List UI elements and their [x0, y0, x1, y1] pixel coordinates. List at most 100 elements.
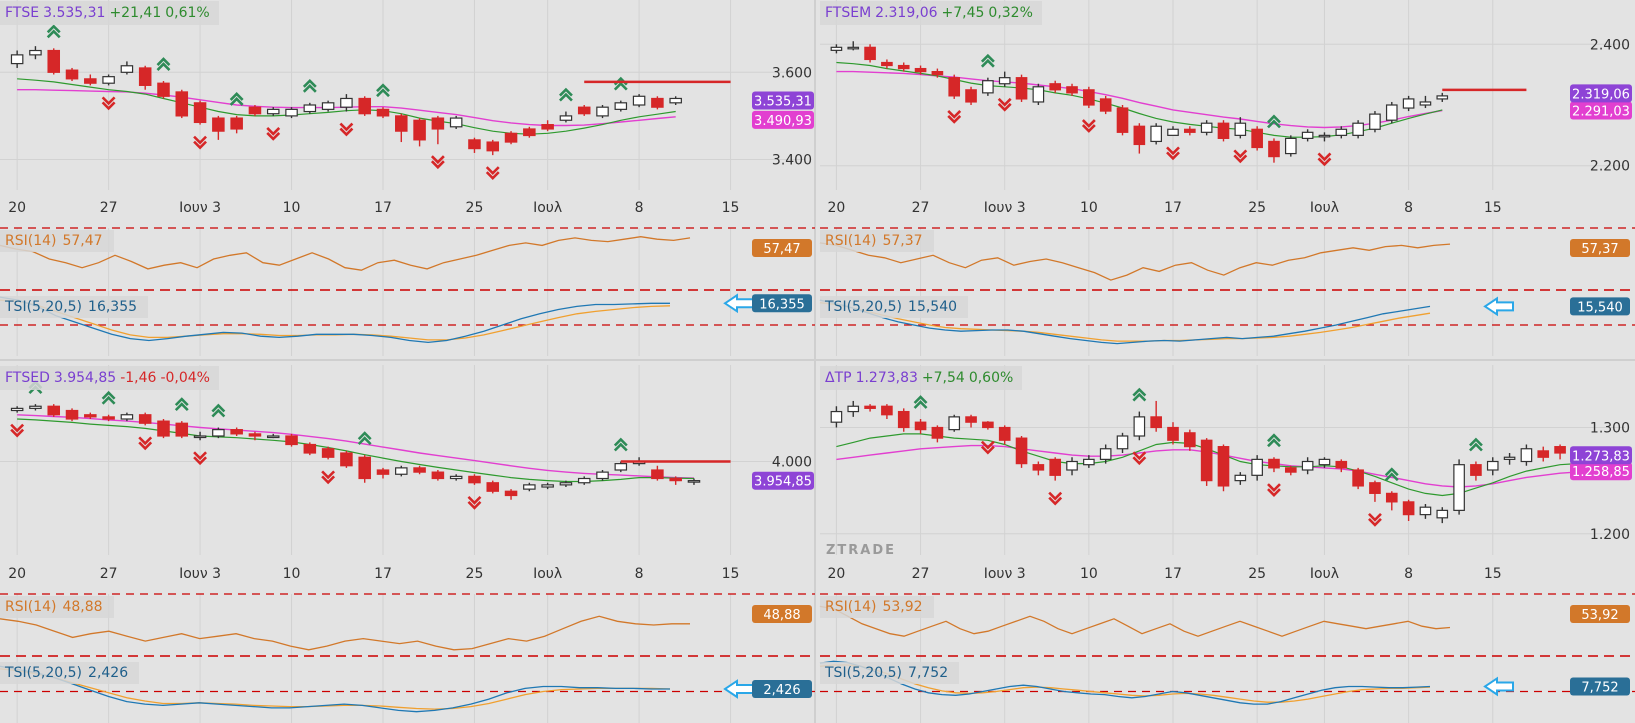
- panel-ftsem: 20 27 Ιουν 3 10 17 25 Ιουλ 8 15 2.400 2.200 2.291,0…: [819, 0, 1635, 356]
- buy-signal-marker: [1267, 433, 1281, 448]
- candle-body: [1066, 460, 1078, 471]
- candle-body: [577, 106, 591, 115]
- candle-body: [449, 117, 463, 128]
- candle-body: [84, 78, 97, 84]
- x-tick-label: Ιουν 3: [984, 200, 1026, 216]
- candle-body: [651, 469, 664, 480]
- tsi-label-dtr[interactable]: TSI(5,20,5) 7,752: [820, 662, 960, 684]
- candle-body: [431, 471, 445, 480]
- candle-body: [1184, 432, 1196, 448]
- x-tick-label: 25: [466, 566, 484, 582]
- x-tick-label: 27: [912, 566, 930, 582]
- instrument-header-ftsem[interactable]: FTSEM 2.319,06 +7,45 0,32%: [820, 1, 1042, 25]
- header-name: FTSE: [5, 5, 40, 21]
- rsi-label-ftsem[interactable]: RSI(14) 57,37: [820, 230, 934, 252]
- rsi-label-ftsed[interactable]: RSI(14) 48,88: [0, 596, 114, 618]
- sell-signal-marker: [947, 110, 962, 124]
- candle-body: [847, 46, 860, 50]
- buy-signal-marker: [174, 397, 189, 412]
- x-tick-label: 15: [722, 200, 740, 216]
- crossover-arrow-icon: [1483, 296, 1514, 317]
- tsi-label-ftse[interactable]: TSI(5,20,5) 16,355: [0, 296, 149, 318]
- candle-body: [1200, 439, 1213, 482]
- tsi-label-ftsed[interactable]: TSI(5,20,5) 2,426: [0, 662, 140, 684]
- candle-body: [468, 475, 481, 484]
- candle-body: [1167, 426, 1179, 441]
- candle-body: [1453, 464, 1465, 511]
- rsi-label: RSI(14): [825, 233, 877, 249]
- rsi-label-ftse[interactable]: RSI(14) 57,47: [0, 230, 114, 252]
- last-price-tag: 3.535,31: [754, 95, 812, 110]
- candle-body: [1167, 128, 1179, 136]
- rsi-tag: 48,88: [763, 608, 800, 623]
- tsi-line: [0, 665, 670, 713]
- candle-body: [1385, 492, 1398, 503]
- candle-body: [1217, 446, 1230, 487]
- candle-body: [1402, 98, 1415, 109]
- x-tick-label: 10: [1080, 566, 1098, 582]
- rsi-tag-bg: [1570, 239, 1630, 257]
- candle-body: [1268, 140, 1280, 158]
- tsi-tag-bg: [752, 679, 812, 698]
- candle-body: [577, 477, 591, 484]
- candle-body: [1436, 95, 1449, 100]
- sell-signal-marker: [997, 97, 1012, 112]
- sell-signal-marker: [1081, 119, 1096, 133]
- candle-body: [965, 89, 977, 103]
- buy-signal-marker: [357, 431, 372, 446]
- header-change: +7,54: [921, 370, 965, 386]
- candle-body: [84, 414, 97, 418]
- rsi-label-dtr[interactable]: RSI(14) 53,92: [820, 596, 934, 618]
- panel-background: [0, 0, 1635, 358]
- buy-signal-marker: [376, 83, 390, 98]
- y-tick-label: 2.400: [1590, 37, 1630, 53]
- x-tick-label: 15: [1484, 200, 1502, 216]
- candle-body: [1301, 460, 1314, 471]
- candle-body: [102, 76, 115, 84]
- candle-body: [1150, 125, 1162, 143]
- candle-body: [982, 80, 994, 94]
- candle-body: [486, 482, 500, 492]
- x-tick-label: Ιουν 3: [179, 566, 221, 582]
- ma-price-tag: 3.490,93: [754, 114, 812, 129]
- sell-signal-marker: [193, 135, 207, 150]
- instrument-header-dtr[interactable]: ΔΤΡ 1.273,83 +7,54 0,60%: [820, 366, 1023, 390]
- candle-body: [541, 484, 554, 488]
- candle-body: [431, 117, 445, 130]
- tsi-value: 16,355: [88, 299, 138, 315]
- candle-body: [193, 102, 207, 124]
- candle-body: [1150, 416, 1162, 429]
- candle-body: [138, 67, 152, 86]
- x-tick-label: 20: [828, 566, 846, 582]
- rsi-tag-bg: [752, 605, 812, 623]
- header-pct: 0,60%: [968, 370, 1014, 386]
- y-tick-label: 4.000: [772, 455, 812, 471]
- candle-body: [1520, 448, 1533, 463]
- rsi-value: 53,92: [882, 599, 923, 615]
- instrument-header-ftse[interactable]: FTSE 3.535,31 +21,41 0,61%: [0, 1, 219, 25]
- x-tick-label: 20: [828, 200, 846, 216]
- instrument-header-ftsed[interactable]: FTSED 3.954,85 -1,46 -0,04%: [0, 366, 219, 390]
- candle-body: [1015, 77, 1028, 100]
- candle-body: [395, 467, 408, 475]
- tsi-value: 15,540: [908, 299, 958, 315]
- candle-body: [1200, 122, 1213, 133]
- candle-body: [175, 422, 189, 437]
- sell-signal-marker: [980, 440, 995, 455]
- header-price: 3.954,85: [53, 370, 117, 386]
- ma-price-tag-bg: [752, 110, 814, 129]
- tsi-line: [819, 299, 1431, 345]
- y-tick-label: 3.600: [772, 65, 812, 81]
- x-tick-label: 8: [635, 566, 644, 582]
- candle-body: [541, 124, 554, 130]
- candle-body: [1352, 122, 1364, 136]
- candle-body: [248, 106, 262, 115]
- header-change: +7,45: [941, 5, 985, 21]
- buy-signal-marker: [980, 53, 995, 68]
- header-change: +21,41: [109, 5, 162, 21]
- tsi-tag-bg: [752, 294, 812, 313]
- sell-signal-marker: [193, 451, 207, 466]
- header-price: 3.535,31: [43, 5, 106, 21]
- tsi-label-ftsem[interactable]: TSI(5,20,5) 15,540: [820, 296, 969, 318]
